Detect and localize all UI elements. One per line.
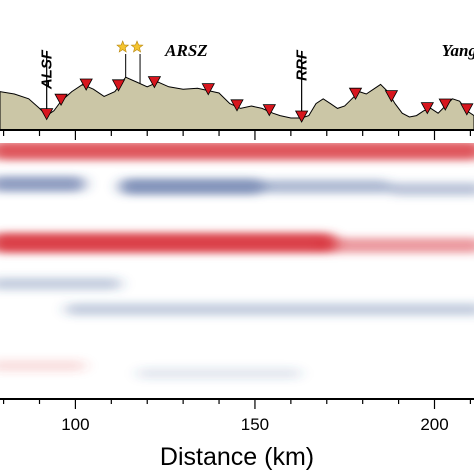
- station-marker: [460, 103, 474, 116]
- amplitude-band: [0, 232, 337, 253]
- top-axis-ticks: [2, 130, 472, 140]
- volcano-markers: [116, 40, 144, 84]
- volcano-star: [116, 40, 130, 53]
- station-marker: [147, 76, 162, 89]
- volcano-star: [130, 40, 144, 53]
- fault-lines: [46, 52, 303, 118]
- receiver-function-section: 100 150 200 Distance (km): [0, 143, 474, 471]
- station-marker: [420, 102, 434, 115]
- topography-labels: ALSF RRF ARSZ Yang: [39, 41, 474, 90]
- amplitude-band: [119, 178, 265, 195]
- station-marker: [384, 90, 399, 103]
- station-marker: [294, 110, 309, 123]
- topography-panel: ALSF RRF ARSZ Yang: [0, 40, 474, 131]
- x-axis-title: Distance (km): [160, 443, 314, 471]
- station-marker: [111, 79, 126, 92]
- x-axis-tick-labels: 100 150 200: [61, 415, 448, 434]
- x-tick-label: 150: [241, 415, 269, 434]
- x-tick-label: 200: [420, 415, 448, 434]
- amplitude-band: [316, 237, 474, 254]
- section-top-axis: [0, 129, 474, 140]
- amplitude-band: [65, 302, 474, 316]
- station-marker: [438, 98, 452, 111]
- region-label: Yang: [442, 41, 474, 60]
- amplitude-band: [137, 367, 301, 380]
- amplitude-bands: [0, 143, 474, 380]
- fault-label: ALSF: [39, 49, 56, 90]
- amplitude-band: [388, 182, 474, 196]
- x-axis-ticks: [2, 399, 472, 409]
- station-marker: [348, 87, 363, 101]
- station-marker: [262, 104, 276, 117]
- fault-label: RRF: [294, 49, 311, 81]
- station-marker: [54, 93, 68, 107]
- station-marker: [79, 78, 93, 91]
- amplitude-band: [0, 277, 122, 291]
- amplitude-band: [0, 359, 86, 372]
- amplitude-band: [0, 143, 474, 161]
- station-markers: [40, 76, 474, 123]
- region-label: ARSZ: [164, 41, 208, 60]
- amplitude-band: [0, 175, 86, 192]
- amplitude-band: [262, 179, 391, 194]
- station-marker: [230, 99, 244, 112]
- station-marker: [201, 83, 215, 96]
- x-tick-label: 100: [61, 415, 89, 434]
- station-marker: [40, 108, 54, 121]
